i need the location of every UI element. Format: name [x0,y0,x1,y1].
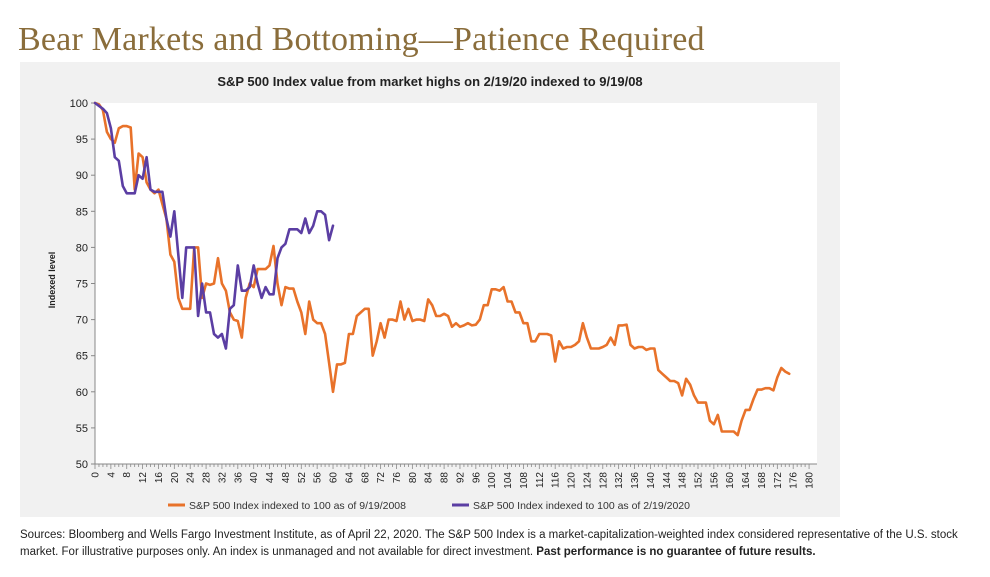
performance-disclaimer: Past performance is no guarantee of futu… [536,546,816,558]
y-axis-label: Indexed level [47,252,57,309]
page-title: Bear Markets and Bottoming—Patience Requ… [18,21,705,58]
x-tick-label: 116 [551,472,562,488]
x-tick-label: 156 [709,472,720,489]
y-tick-label: 65 [76,351,88,363]
x-tick-label: 24 [186,472,197,484]
x-tick-label: 128 [598,472,609,489]
x-tick-label: 144 [662,472,673,489]
sources-note: Sources: Bloomberg and Wells Fargo Inves… [20,527,980,561]
plot-area [95,103,817,464]
x-tick-label: 168 [757,472,768,489]
x-tick-label: 20 [170,472,181,484]
x-tick-label: 100 [487,472,498,489]
x-tick-label: 40 [249,472,260,484]
legend-label-2008: S&P 500 Index indexed to 100 as of 9/19/… [189,500,406,512]
legend: S&P 500 Index indexed to 100 as of 9/19/… [168,500,690,512]
legend-label-2020: S&P 500 Index indexed to 100 as of 2/19/… [473,500,690,512]
x-tick-label: 12 [138,472,149,484]
x-tick-label: 104 [503,472,514,489]
x-tick-label: 60 [329,472,340,484]
x-tick-label: 180 [805,472,816,489]
x-tick-label: 96 [471,472,482,484]
x-tick-label: 152 [693,472,704,489]
x-tick-label: 92 [455,472,466,484]
series-layer [93,101,791,437]
chart-title: S&P 500 Index value from market highs on… [217,74,642,89]
y-tick-label: 55 [76,423,88,435]
x-tick-label: 132 [614,472,625,489]
x-tick-label: 72 [376,472,387,484]
x-tick-label: 88 [440,472,451,484]
x-tick-label: 176 [789,472,800,489]
x-tick-label: 48 [281,472,292,484]
y-tick-label: 60 [76,387,88,399]
x-tick-label: 148 [678,472,689,489]
y-tick-label: 80 [76,242,88,254]
x-tick-label: 112 [535,472,546,488]
x-tick-label: 0 [91,472,102,478]
x-tick-label: 84 [424,472,435,484]
x-tick-label: 4 [106,472,117,478]
x-tick-label: 172 [773,472,784,489]
y-tick-label: 75 [76,279,88,291]
x-tick-label: 64 [344,472,355,484]
line-chart: S&P 500 Index value from market highs on… [47,74,817,512]
sources-text: Sources: Bloomberg and Wells Fargo Inves… [20,529,958,558]
x-tick-label: 80 [408,472,419,484]
x-tick-label: 36 [233,472,244,484]
x-tick-label: 136 [630,472,641,489]
x-tick-label: 160 [725,472,736,489]
x-tick-label: 56 [313,472,324,484]
x-tick-label: 52 [297,472,308,484]
x-tick-label: 76 [392,472,403,484]
y-tick-label: 50 [76,459,88,471]
x-tick-label: 68 [360,472,371,484]
y-tick-label: 70 [76,315,88,327]
x-tick-label: 44 [265,472,276,484]
x-tick-label: 16 [154,472,165,484]
x-tick-label: 28 [202,472,213,484]
x-tick-label: 32 [217,472,228,484]
x-tick-label: 124 [582,472,593,489]
chart-panel: S&P 500 Index value from market highs on… [20,62,840,517]
x-tick-label: 8 [122,472,133,478]
x-tick-label: 108 [519,472,530,489]
x-tick-label: 164 [741,472,752,489]
y-tick-label: 100 [70,98,88,110]
y-tick-label: 90 [76,170,88,182]
series-line-2008 [93,101,791,437]
series-line-2020 [93,101,335,350]
x-tick-label: 120 [567,472,578,489]
y-tick-label: 95 [76,134,88,146]
x-tick-label: 140 [646,472,657,489]
y-tick-label: 85 [76,206,88,218]
